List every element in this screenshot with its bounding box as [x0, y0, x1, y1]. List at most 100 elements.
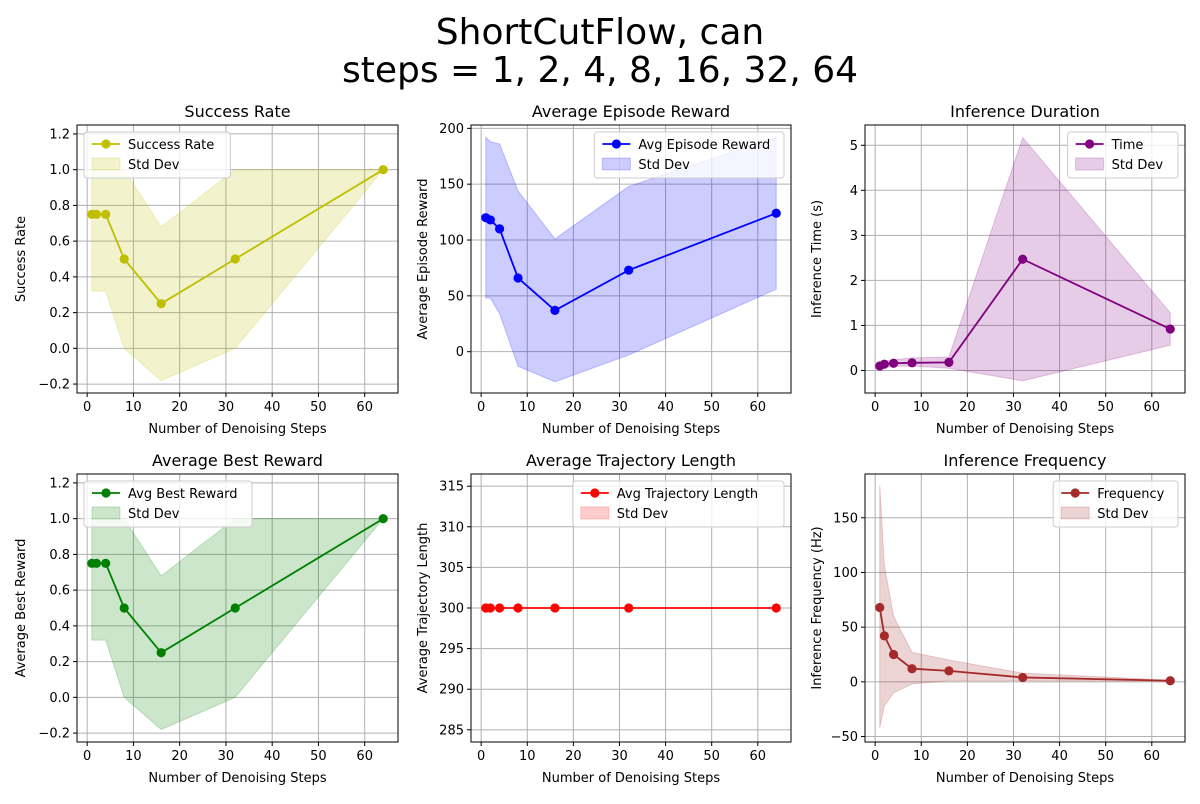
axes-frame	[864, 473, 1186, 743]
legend-band-swatch	[580, 506, 610, 520]
x-tick-label: 10	[519, 749, 536, 764]
std-dev-band	[91, 169, 385, 382]
data-point	[156, 648, 166, 658]
legend-box	[593, 131, 785, 179]
data-point	[494, 603, 505, 613]
x-tick-label: 60	[356, 400, 373, 415]
y-tick-label: −0.2	[38, 727, 70, 742]
x-tick-label: 30	[611, 400, 628, 415]
data-point	[875, 602, 885, 613]
y-tick-label: 0.2	[49, 655, 70, 670]
data-point	[485, 215, 495, 225]
std-dev-band	[485, 136, 777, 383]
y-tick-label: 1.0	[49, 512, 70, 527]
y-tick-label: 5	[850, 139, 858, 154]
x-tick-label: 0	[83, 400, 91, 415]
x-tick-label: 10	[913, 400, 930, 415]
x-tick-label: 20	[565, 400, 582, 415]
legend-marker-swatch	[101, 139, 111, 149]
y-tick-label: 0.8	[49, 548, 70, 563]
x-tick-label: 0	[477, 400, 485, 415]
y-tick-label: 0	[456, 345, 464, 360]
legend: Time Std Dev	[1067, 131, 1179, 179]
y-tick-label: 315	[439, 480, 464, 495]
subplot-title: Average Episode Reward	[532, 102, 730, 121]
y-tick-label: −0.2	[38, 378, 70, 393]
legend: Success Rate Std Dev	[83, 131, 231, 179]
x-tick-label: 10	[125, 749, 142, 764]
data-point	[907, 358, 917, 368]
x-tick-label: 40	[657, 749, 674, 764]
data-point	[944, 357, 954, 367]
x-tick-label: 20	[171, 749, 188, 764]
y-tick-label: 50	[841, 621, 858, 636]
legend-label-series: Time	[1111, 138, 1144, 153]
data-point	[1165, 676, 1175, 686]
data-point	[907, 664, 917, 674]
legend-label-series: Avg Best Reward	[128, 487, 238, 502]
y-tick-label: 0.6	[49, 584, 70, 599]
x-axis-label: Number of Denoising Steps	[542, 422, 720, 437]
y-axis-label: Success Rate	[14, 216, 29, 302]
legend: Frequency Std Dev	[1052, 480, 1179, 528]
figure-title-line-1: ShortCutFlow, can	[436, 12, 764, 53]
data-point	[624, 603, 634, 613]
subplot-title: Success Rate	[184, 102, 290, 121]
y-tick-label: 0	[850, 364, 858, 379]
legend-label-series: Avg Trajectory Length	[617, 487, 758, 502]
legend-marker-swatch	[1085, 139, 1095, 149]
x-tick-label: 60	[356, 749, 373, 764]
x-tick-label: 60	[750, 400, 767, 415]
legend: Avg Best Reward Std Dev	[83, 480, 253, 528]
series-line	[878, 607, 1171, 682]
x-tick-label: 30	[1005, 749, 1022, 764]
subplot-2: 0 10 20 30 40 50 60 0 50 100 150 200 Average Episode…	[416, 102, 792, 437]
data-point	[1018, 672, 1028, 683]
x-tick-label: 30	[218, 749, 235, 764]
x-tick-label: 10	[125, 400, 142, 415]
x-axis-label: Number of Denoising Steps	[542, 771, 720, 786]
legend: Avg Trajectory Length Std Dev	[572, 480, 785, 528]
subplot-6: 0 10 20 30 40 50 60 −50 0 50 100 150 Inference Frequ…	[810, 451, 1186, 786]
data-point	[944, 666, 954, 676]
data-point	[156, 299, 166, 309]
data-point	[550, 603, 560, 613]
y-tick-label: 50	[447, 289, 464, 304]
legend-label-std: Std Dev	[1112, 158, 1164, 173]
data-point	[119, 603, 129, 613]
y-tick-label: 310	[439, 520, 464, 535]
subplot-4: 0 10 20 30 40 50 60 −0.2 0.0 0.2 0.4 0.6 0.8 1.0 1.2 Av…	[14, 451, 399, 786]
y-tick-label: 0.4	[49, 270, 70, 285]
data-point	[888, 358, 899, 368]
x-tick-label: 20	[171, 400, 188, 415]
data-point	[888, 649, 899, 660]
x-tick-label: 50	[1097, 749, 1114, 764]
y-tick-label: 4	[850, 184, 858, 199]
data-point	[119, 254, 129, 264]
x-tick-label: 20	[959, 749, 976, 764]
axes-frame	[76, 473, 399, 743]
y-tick-label: 290	[439, 683, 464, 698]
y-tick-label: 200	[439, 122, 464, 137]
x-tick-label: 10	[913, 749, 930, 764]
y-tick-label: −50	[831, 730, 858, 745]
y-tick-label: 0.8	[49, 199, 70, 214]
data-point	[771, 603, 781, 613]
x-tick-label: 40	[1051, 400, 1068, 415]
y-tick-label: 150	[833, 511, 858, 526]
legend-band-swatch	[601, 157, 631, 171]
y-tick-label: 1.2	[49, 127, 70, 142]
x-tick-label: 0	[871, 400, 879, 415]
x-axis-label: Number of Denoising Steps	[936, 422, 1114, 437]
y-axis-label: Average Trajectory Length	[416, 523, 431, 694]
data-point	[230, 603, 240, 613]
y-tick-label: 1.2	[49, 476, 70, 491]
legend-box	[572, 480, 785, 528]
x-tick-label: 60	[750, 749, 767, 764]
figure-title-line-2: steps = 1, 2, 4, 8, 16, 32, 64	[342, 50, 858, 91]
y-axis-label: Inference Frequency (Hz)	[810, 526, 825, 689]
legend-band-swatch	[1075, 157, 1105, 171]
data-point	[550, 305, 560, 315]
x-tick-label: 50	[1097, 400, 1114, 415]
